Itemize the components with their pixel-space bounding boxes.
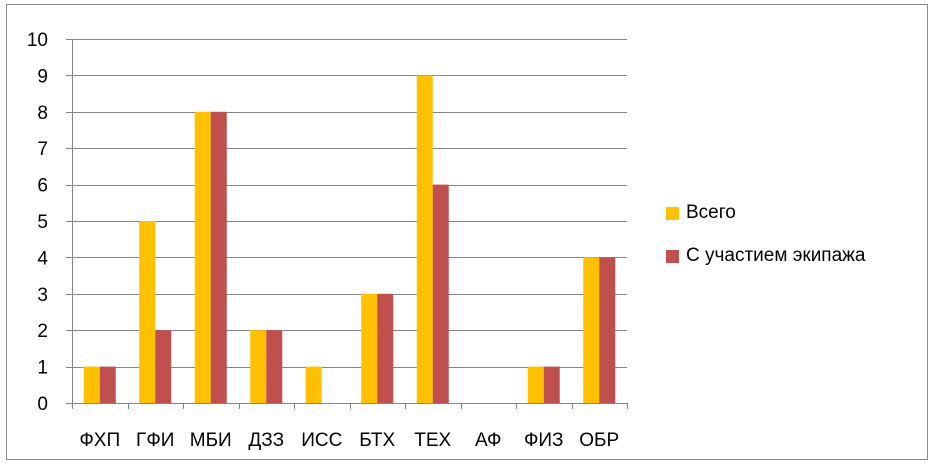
legend-item-crew: С участием экипажа [666, 243, 865, 269]
x-tick-label: БТХ [359, 430, 395, 451]
bar-crew-5 [377, 293, 394, 403]
x-tick-label: ИСС [301, 430, 342, 451]
bar-crew-8 [543, 366, 560, 403]
x-tick-label: ОБР [579, 430, 619, 451]
bar-crew-0 [99, 366, 116, 403]
x-tick-label: ДЗЗ [248, 430, 284, 451]
bar-total-5 [361, 293, 378, 403]
y-tick-label: 2 [37, 321, 48, 342]
x-tick-label: АФ [475, 430, 502, 451]
y-tick-label: 3 [37, 285, 48, 306]
bar-total-6 [416, 75, 433, 404]
legend-swatch-crew [666, 249, 679, 263]
bar-crew-9 [599, 257, 616, 403]
bar-total-1 [139, 221, 156, 403]
x-tick-labels: ФХП ГФИ МБИ ДЗЗ ИСС БТХ ТЕХ АФ ФИЗ ОБР [79, 430, 619, 451]
axes [66, 39, 628, 409]
x-tick-label: ФИЗ [524, 430, 564, 451]
x-tick-label: ФХП [79, 430, 120, 451]
y-tick-label: 1 [37, 358, 48, 379]
y-tick-label: 10 [27, 30, 48, 51]
bar-total-8 [527, 366, 544, 403]
bar-crew-2 [210, 111, 227, 404]
bar-crew-1 [155, 330, 172, 403]
legend-label-crew: С участием экипажа [686, 245, 866, 266]
y-tick-label: 0 [37, 394, 48, 415]
y-tick-label: 9 [37, 66, 48, 87]
legend-item-total: Всего [666, 200, 865, 226]
x-tick-label: ТЕХ [414, 430, 451, 451]
y-tick-label: 4 [37, 248, 48, 269]
y-tick-label: 5 [37, 212, 48, 233]
y-tick-label: 6 [37, 176, 48, 197]
bar-total-4 [305, 366, 322, 403]
bar-total-2 [194, 111, 211, 404]
legend-swatch-total [666, 206, 679, 220]
y-tick-label: 8 [37, 103, 48, 124]
bar-total-0 [83, 366, 100, 403]
bars [83, 75, 616, 404]
x-tick-label: ГФИ [136, 430, 174, 451]
legend-label-total: Всего [686, 202, 736, 223]
y-tick-labels: 0 1 2 3 4 5 6 7 8 9 10 [27, 30, 49, 415]
bar-total-3 [250, 330, 267, 403]
x-tick-label: МБИ [190, 430, 232, 451]
bar-crew-6 [432, 184, 449, 403]
y-tick-label: 7 [37, 139, 48, 160]
bar-total-9 [583, 257, 600, 403]
bar-crew-3 [266, 330, 283, 403]
legend: Всего С участием экипажа [666, 200, 865, 286]
